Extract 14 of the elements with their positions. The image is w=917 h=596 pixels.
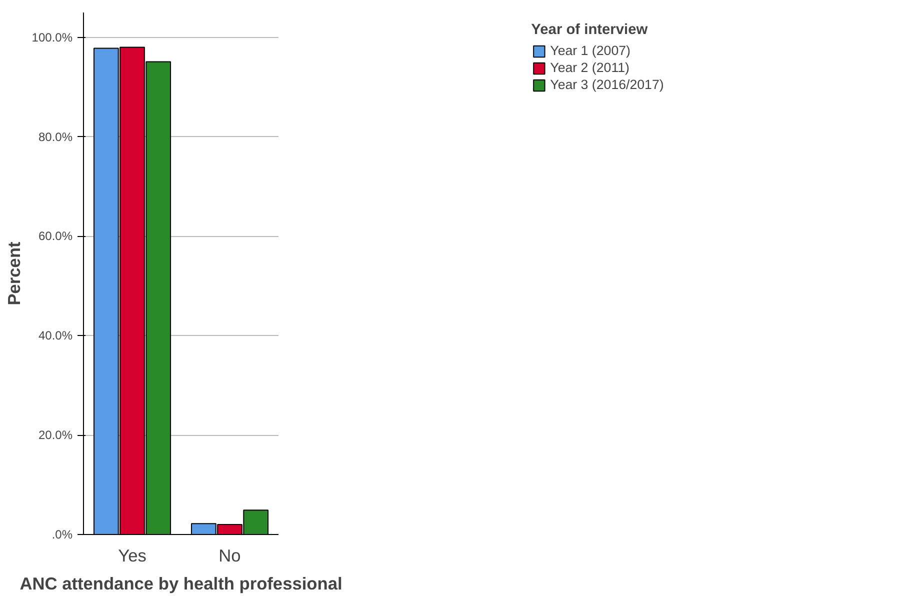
x-axis-title: ANC attendance by health professional — [20, 574, 342, 594]
legend-label: Year 1 (2007) — [550, 43, 630, 58]
legend-title: Year of interview — [531, 22, 649, 38]
x-tick-label: No — [218, 546, 241, 566]
x-tick-label: Yes — [118, 546, 147, 566]
y-tick-label: 80.0% — [38, 130, 73, 144]
y-tick-label: 40.0% — [38, 328, 73, 343]
y-tick-label: 100.0% — [32, 30, 73, 44]
y-axis-title: Percent — [4, 241, 24, 306]
y-tick-label: .0% — [52, 528, 73, 542]
legend-label: Year 3 (2016/2017) — [550, 77, 664, 92]
y-tick-label: 20.0% — [38, 428, 73, 442]
y-tick-label: 60.0% — [38, 229, 73, 244]
legend-label: Year 2 (2011) — [550, 60, 630, 75]
